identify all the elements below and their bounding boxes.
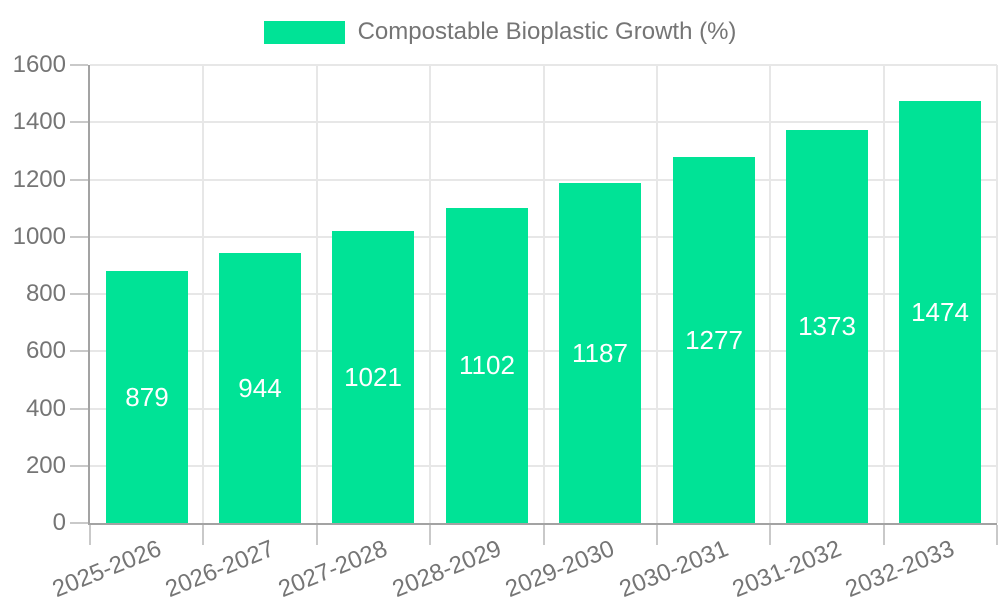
bar: 1373 [786, 130, 868, 523]
x-tick-label: 2026-2027 [161, 535, 279, 600]
bar-value-label: 944 [238, 372, 282, 403]
bar: 1277 [673, 157, 755, 523]
y-axis-tick [70, 64, 88, 66]
x-axis-tick [542, 525, 545, 545]
gridline-vertical [315, 65, 318, 523]
bar: 1187 [559, 183, 641, 523]
legend-label: Compostable Bioplastic Growth (%) [357, 18, 737, 45]
y-axis-tick [70, 407, 88, 410]
y-axis-tick [70, 522, 88, 524]
bar: 879 [106, 271, 188, 523]
bar-value-label: 1373 [798, 311, 856, 341]
y-axis-tick [70, 121, 88, 124]
bar: 1102 [446, 208, 528, 523]
x-axis-tick [655, 525, 658, 545]
x-tick-label: 2027-2028 [275, 535, 392, 600]
y-tick-label: 1600 [12, 51, 66, 78]
x-axis-tick [89, 525, 91, 545]
y-tick-label: 600 [25, 337, 66, 365]
x-tick-label: 2029-2030 [501, 535, 619, 600]
gridline-vertical [542, 65, 545, 523]
y-tick-label: 0 [52, 509, 66, 536]
x-axis-tick [202, 525, 205, 545]
bar: 1021 [332, 231, 414, 523]
legend-swatch [263, 20, 345, 44]
x-axis-tick [882, 525, 885, 545]
y-axis-tick [70, 178, 88, 181]
x-tick-label: 2030-2031 [615, 535, 732, 600]
y-axis-tick [70, 235, 88, 238]
y-tick-label: 400 [25, 394, 66, 422]
bar-value-label: 1187 [572, 337, 628, 368]
plot-area: 0 200 400 600 800 1000 1200 1400 1600 879 2025-202… [13, 51, 998, 600]
bar-value-label: 1102 [459, 350, 515, 380]
legend: Compostable Bioplastic Growth (%) [0, 16, 1000, 48]
y-tick-label: 1400 [12, 108, 66, 136]
bar-value-label: 879 [125, 381, 169, 412]
x-tick-label: 2031-2032 [728, 535, 846, 600]
gridline-vertical [769, 65, 772, 523]
x-axis-tick [996, 525, 998, 545]
y-tick-label: 800 [25, 280, 66, 307]
y-axis-tick [70, 293, 88, 295]
x-axis-tick [315, 525, 318, 545]
x-axis-tick [769, 525, 772, 545]
y-tick-label: 1200 [12, 165, 66, 193]
bar-value-label: 1021 [344, 361, 402, 392]
gridline-vertical [202, 65, 205, 523]
y-axis-tick [70, 464, 88, 467]
x-tick-label: 2032-2033 [841, 535, 959, 600]
y-tick-label: 1000 [12, 222, 66, 250]
bar-value-label: 1474 [911, 296, 969, 327]
y-tick-label: 200 [25, 451, 66, 479]
x-tick-label: 2025-2026 [48, 535, 165, 600]
bar-value-label: 1277 [685, 324, 743, 355]
gridline-vertical [429, 65, 432, 523]
x-axis-tick [429, 525, 432, 545]
gridline-vertical [882, 65, 885, 523]
bar: 944 [219, 253, 301, 523]
gridline-vertical [655, 65, 658, 523]
x-tick-label: 2028-2029 [388, 535, 505, 600]
gridline-vertical [996, 65, 998, 523]
y-axis-tick [70, 350, 88, 353]
bar: 1474 [899, 101, 981, 523]
